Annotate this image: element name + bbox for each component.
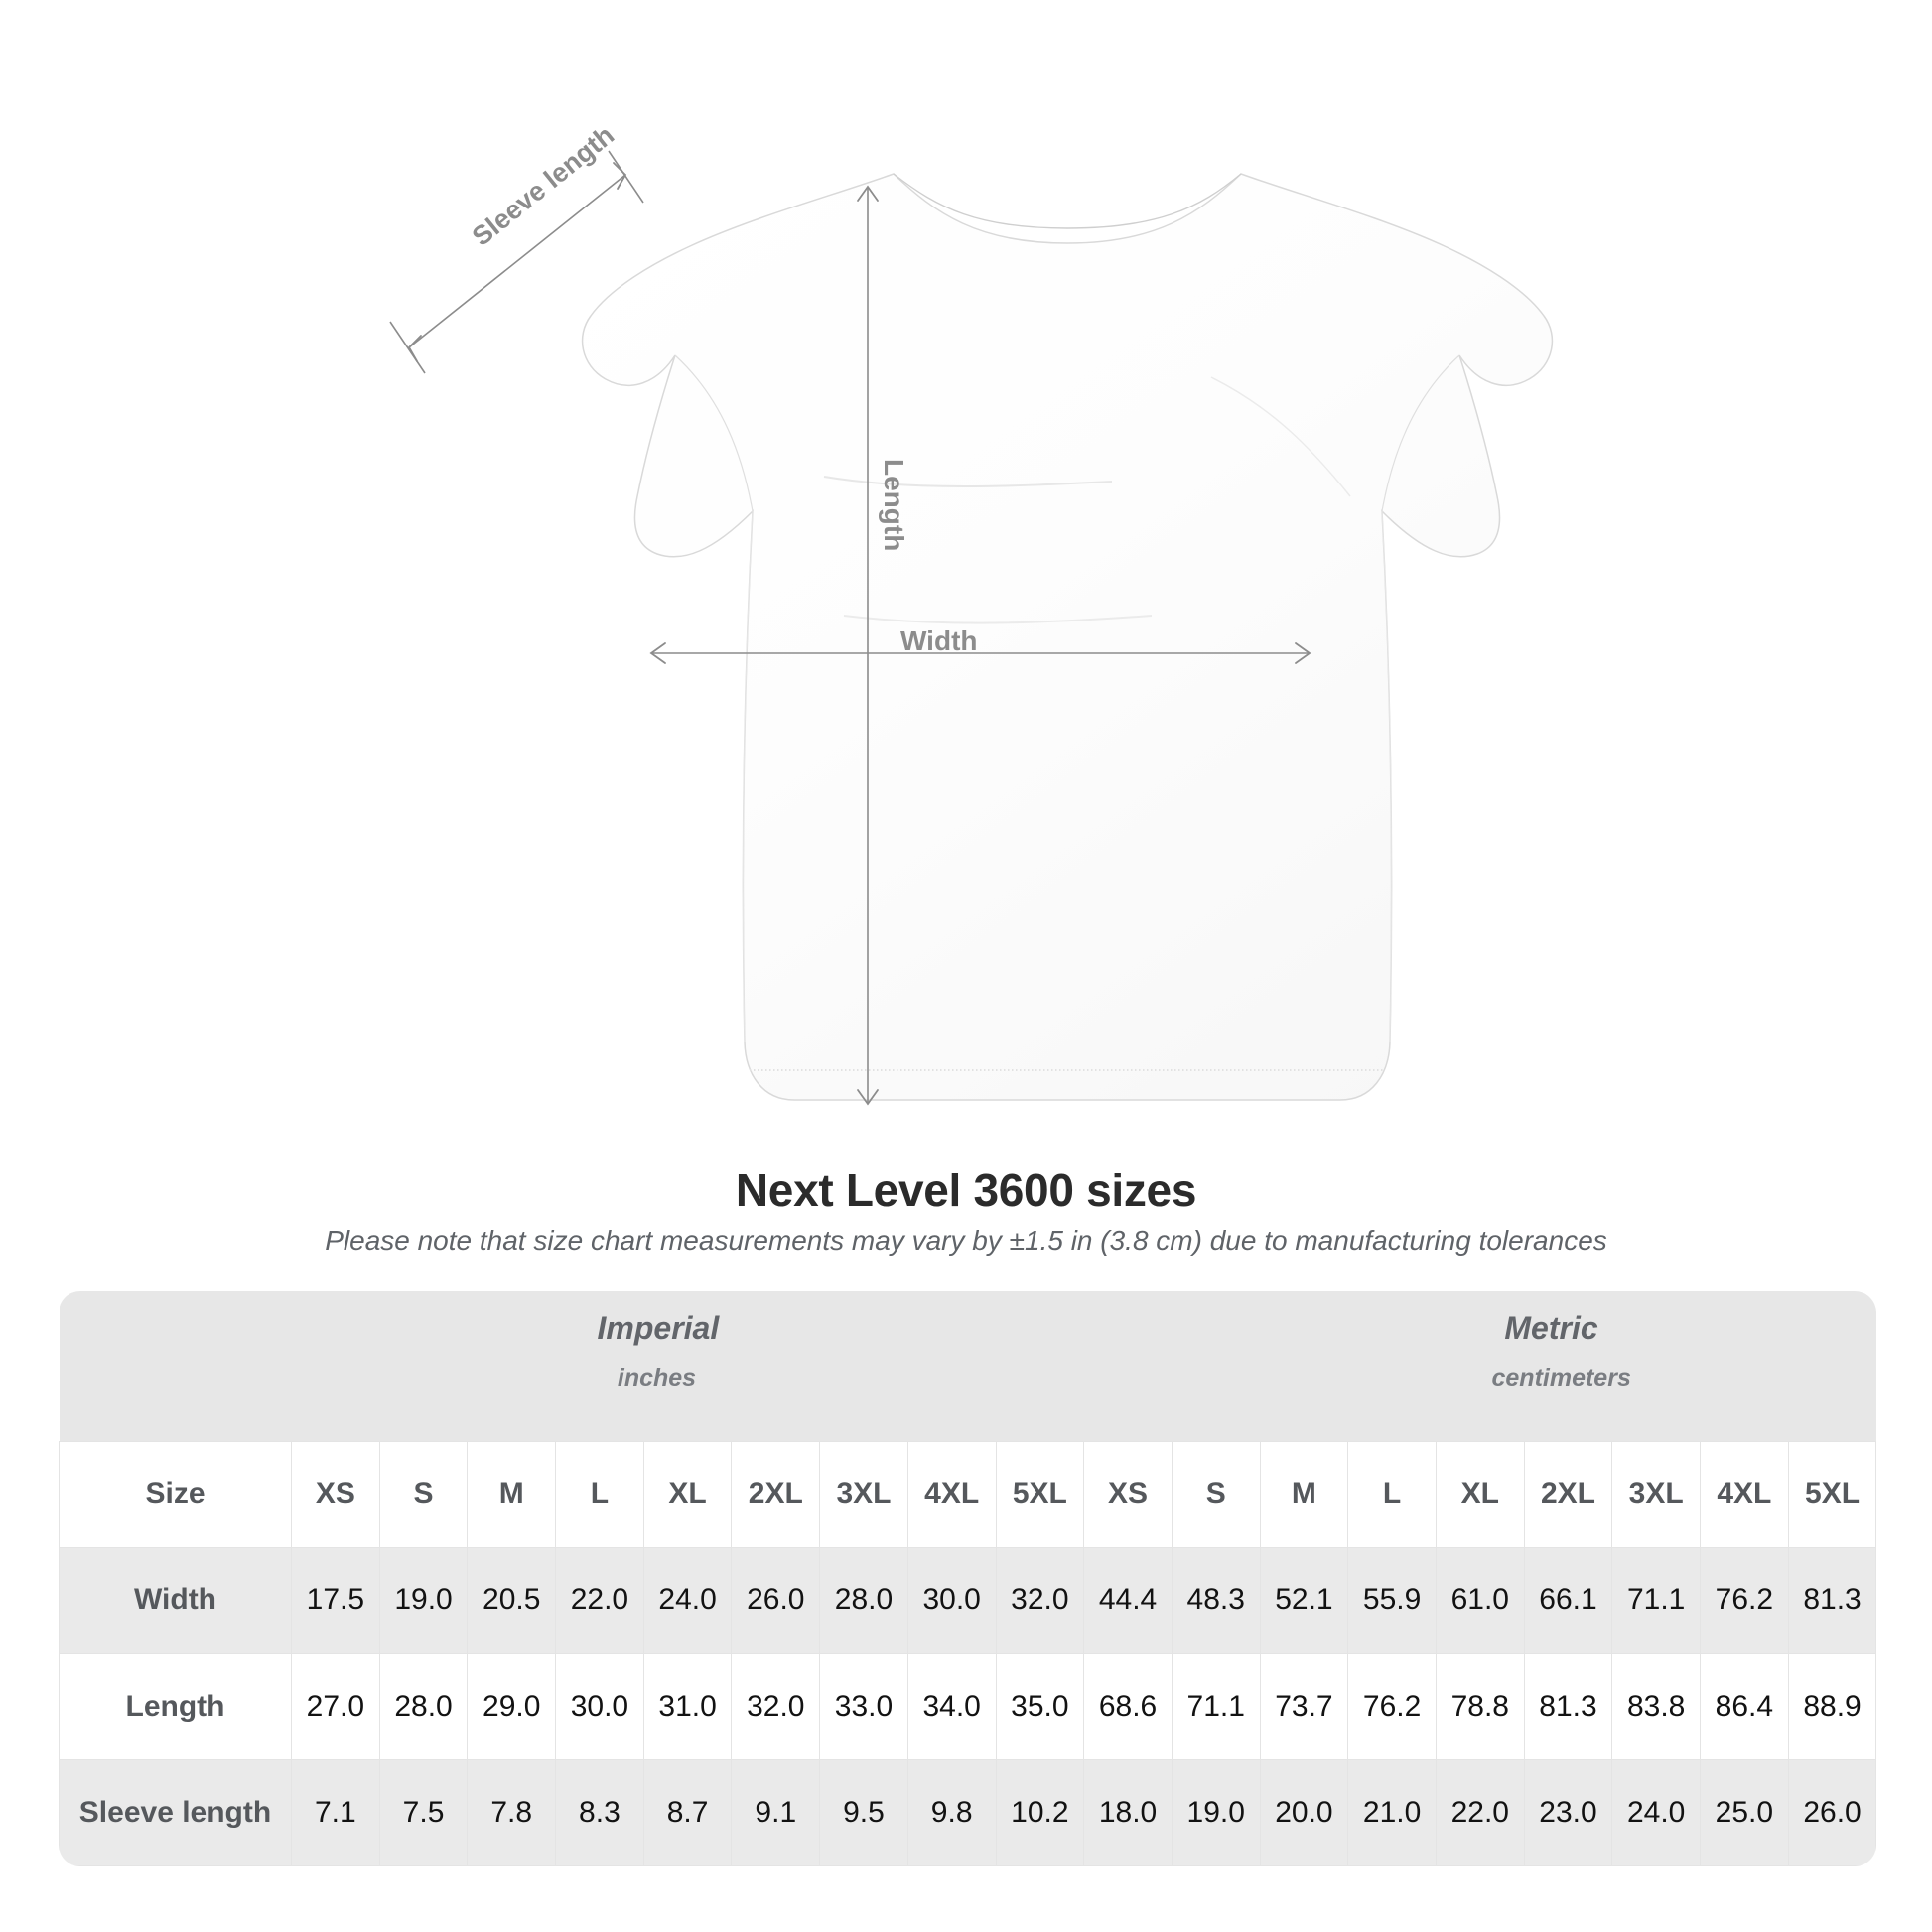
svg-text:Length: Length [879, 459, 909, 551]
svg-text:Width: Width [900, 625, 978, 656]
svg-text:Sleeve length: Sleeve length [467, 120, 620, 252]
